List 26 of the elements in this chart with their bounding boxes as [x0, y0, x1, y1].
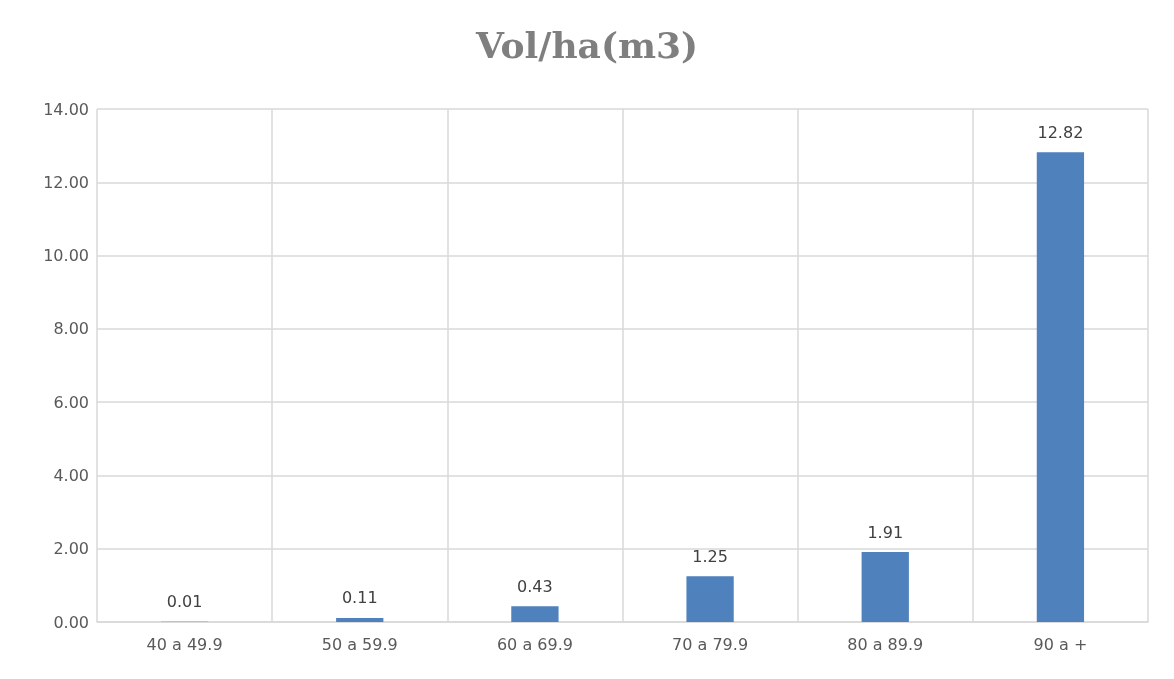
- data-label: 1.25: [692, 546, 728, 566]
- y-tick-label: 12.00: [43, 172, 89, 192]
- data-label: 0.01: [166, 592, 203, 612]
- y-tick-label: 6.00: [53, 392, 89, 412]
- bar: [511, 606, 559, 622]
- x-tick-label: 70 a 79.9: [672, 634, 749, 654]
- data-label: 0.11: [341, 588, 378, 608]
- bar: [686, 576, 734, 622]
- y-tick-label: 2.00: [53, 539, 89, 559]
- y-tick-label: 4.00: [53, 465, 89, 485]
- x-tick-label: 60 a 69.9: [496, 634, 573, 654]
- x-tick-label: 80 a 89.9: [847, 634, 924, 654]
- bar: [1036, 152, 1085, 622]
- bar: [861, 552, 909, 622]
- data-label: 1.91: [867, 522, 904, 542]
- data-label: 0.43: [517, 576, 553, 596]
- bar: [336, 617, 384, 622]
- y-tick-label: 14.00: [43, 99, 89, 119]
- y-tick-label: 10.00: [43, 246, 89, 266]
- data-label: 12.82: [1037, 122, 1084, 142]
- x-tick-label: 40 a 49.9: [146, 634, 223, 654]
- y-tick-label: 0.00: [53, 612, 89, 632]
- x-tick-label: 90 a +: [1033, 634, 1088, 654]
- x-tick-label: 50 a 59.9: [321, 634, 398, 654]
- y-tick-label: 8.00: [53, 319, 89, 339]
- chart-title: Vol/ha(m3): [474, 24, 699, 66]
